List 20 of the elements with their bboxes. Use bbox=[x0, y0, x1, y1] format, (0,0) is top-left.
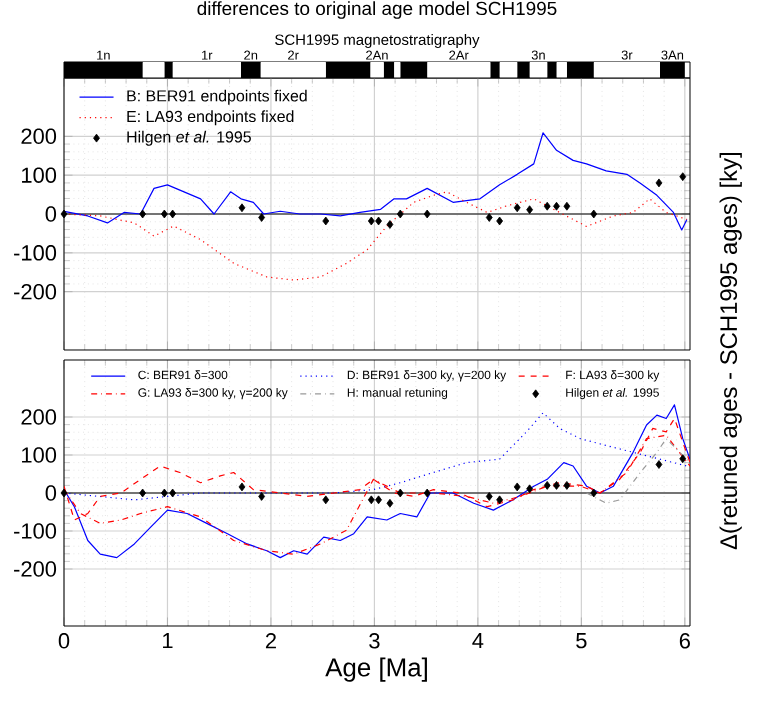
y-tick-label: 0 bbox=[45, 206, 57, 222]
y-tick-label: -200 bbox=[14, 283, 57, 300]
y-tick-label: 100 bbox=[22, 167, 57, 183]
y-tick-label: 200 bbox=[21, 409, 57, 425]
y-tick-label: 200 bbox=[21, 128, 57, 145]
y-tick-label: -100 bbox=[14, 245, 57, 261]
chart-title: differences to original age model SCH1995 bbox=[197, 1, 557, 19]
x-axis-title: Age [Ma] bbox=[325, 657, 427, 682]
x-tick-label: 5 bbox=[576, 633, 587, 649]
x-tick-label: 0 bbox=[58, 633, 70, 649]
y-tick-label: -200 bbox=[14, 561, 57, 577]
x-tick-label: 3 bbox=[369, 633, 380, 649]
x-tick-label: 6 bbox=[679, 633, 690, 649]
y-tick-label: -100 bbox=[14, 523, 57, 539]
x-tick-label: 4 bbox=[472, 633, 484, 649]
y-axis-title: Δ(retuned ages - SCH1995 ages) [ky] bbox=[719, 153, 742, 550]
x-tick-label: 1 bbox=[163, 633, 173, 649]
y-tick-label: 0 bbox=[45, 485, 57, 501]
y-tick-label: 100 bbox=[22, 447, 57, 463]
x-tick-label: 2 bbox=[265, 633, 276, 649]
